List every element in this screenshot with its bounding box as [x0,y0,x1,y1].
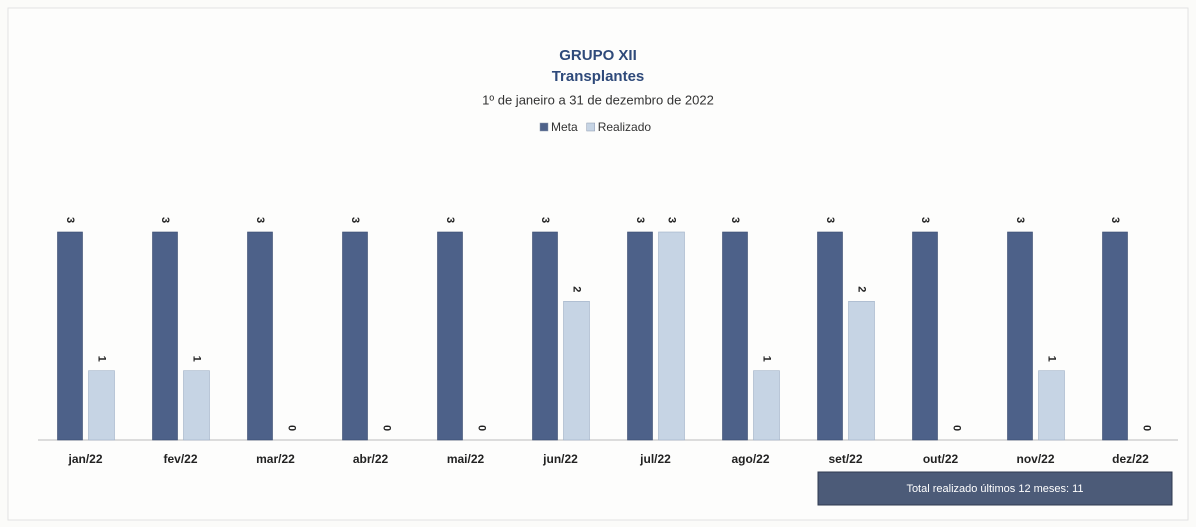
value-label: 3 [1109,217,1121,223]
chart-subtitle: Transplantes [552,68,645,85]
x-tick-label: dez/22 [1112,452,1149,466]
bar [848,301,875,441]
value-label: 3 [919,217,931,223]
x-tick-label: jan/22 [67,452,102,466]
value-label: 0 [951,425,963,431]
chart-period: 1º de janeiro a 31 de dezembro de 2022 [482,92,714,107]
bar [563,301,590,441]
bar [1038,370,1065,441]
x-tick-label: out/22 [923,452,959,466]
bar [1102,231,1128,441]
total-box [817,471,1173,506]
bar [183,370,210,441]
value-label: 1 [96,356,108,362]
bar [342,231,368,441]
x-tick-label: mar/22 [256,452,295,466]
x-tick-label: jul/22 [639,452,671,466]
x-tick-label: nov/22 [1016,452,1054,466]
value-label: 0 [476,425,488,431]
value-label: 3 [824,217,836,223]
chart-title: GRUPO XII [559,47,637,64]
value-label: 3 [349,217,361,223]
x-tick-label: abr/22 [353,452,389,466]
x-tick-label: mai/22 [447,452,485,466]
value-label: 3 [634,217,646,223]
value-label: 1 [191,356,203,362]
value-label: 3 [254,217,266,223]
value-label: 0 [381,425,393,431]
value-label: 1 [1046,356,1058,362]
bar [658,231,685,441]
value-label: 3 [729,217,741,223]
bar [532,231,558,441]
value-label: 1 [761,356,773,362]
bar [437,231,463,441]
bar [247,231,273,441]
legend-swatch [539,122,549,132]
legend-label: Realizado [598,120,652,134]
bar [152,231,178,441]
value-label: 3 [539,217,551,223]
value-label: 2 [856,286,868,292]
bar [57,231,83,441]
x-tick-label: ago/22 [731,452,769,466]
value-label: 3 [666,217,678,223]
value-label: 2 [571,286,583,292]
value-label: 3 [159,217,171,223]
x-tick-label: jun/22 [542,452,578,466]
legend-label: Meta [551,120,578,134]
bar [753,370,780,441]
value-label: 0 [286,425,298,431]
x-tick-label: set/22 [828,452,862,466]
value-label: 3 [64,217,76,223]
bar [627,231,653,441]
x-tick-label: fev/22 [163,452,197,466]
bar [1007,231,1033,441]
bar [722,231,748,441]
legend-swatch [586,122,595,132]
value-label: 0 [1141,425,1153,431]
bar [912,231,938,441]
bar [817,231,843,441]
value-label: 3 [1014,217,1026,223]
total-label: Total realizado últimos 12 meses: 11 [906,483,1083,495]
value-label: 3 [444,217,456,223]
bar [88,370,115,441]
